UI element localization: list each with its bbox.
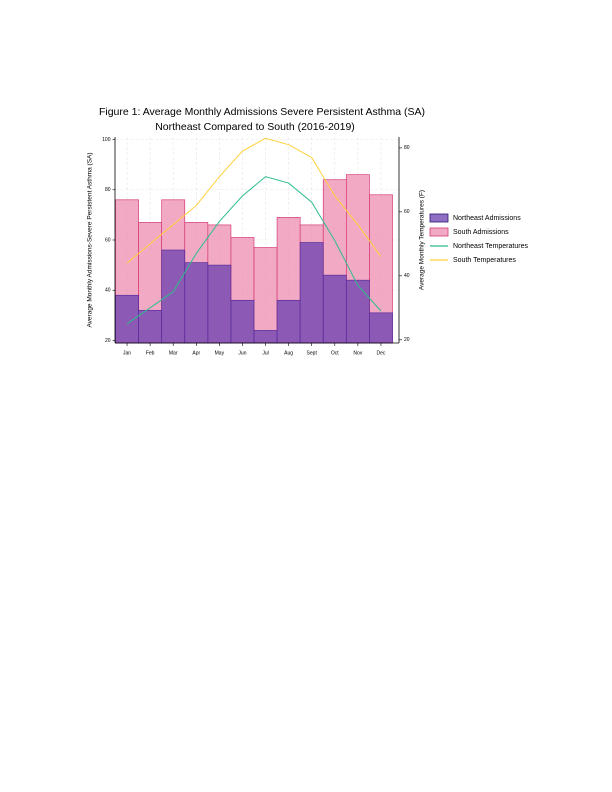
legend-label: South Temperatures: [453, 257, 516, 264]
legend-swatch: [429, 213, 449, 223]
y2-tick-label: 20: [404, 337, 410, 343]
y-tick-label: 40: [105, 288, 111, 294]
y-tick-label: 20: [105, 338, 111, 344]
bar: [138, 309, 163, 344]
bar: [276, 299, 301, 344]
bar: [115, 294, 139, 344]
x-tick-label: Sept: [307, 350, 318, 356]
bar: [207, 264, 232, 344]
y2-tick-label: 40: [404, 273, 410, 279]
chart-title: Figure 1: Average Monthly Admissions Sev…: [99, 106, 425, 118]
y2-tick-label: 60: [404, 209, 410, 215]
bar: [253, 330, 278, 344]
y-tick-label: 100: [102, 137, 111, 143]
bar: [369, 312, 393, 344]
y-axis-label: Average Monthly Admissions-Severe Persis…: [87, 152, 94, 327]
bar: [161, 249, 186, 344]
y2-axis-label: Average Monthly Temperatures (F): [419, 190, 426, 290]
y2-tick-label: 80: [404, 145, 410, 151]
x-tick-label: Feb: [146, 350, 155, 356]
x-tick-label: May: [215, 350, 225, 356]
legend-label: Northeast Temperatures: [453, 243, 528, 250]
line: [126, 137, 382, 264]
legend-label: Northeast Admissions: [453, 215, 521, 222]
chart-subtitle: Northeast Compared to South (2016-2019): [155, 121, 355, 133]
x-tick-label: Dec: [377, 350, 386, 356]
x-tick-label: Apr: [192, 350, 200, 356]
bar: [322, 274, 347, 344]
y-tick-label: 80: [105, 187, 111, 193]
legend-swatch: [429, 227, 449, 237]
bar: [184, 262, 209, 344]
bar: [230, 299, 255, 344]
bar: [253, 247, 278, 344]
bar: [299, 242, 324, 344]
y-tick-label: 60: [105, 237, 111, 243]
x-tick-label: Jan: [123, 350, 131, 356]
x-tick-label: Jul: [262, 350, 268, 356]
bar: [345, 279, 370, 344]
legend-label: South Admissions: [453, 229, 509, 236]
x-tick-label: Jun: [238, 350, 246, 356]
x-tick-label: Oct: [331, 350, 339, 356]
x-tick-label: Nov: [353, 350, 362, 356]
line: [126, 176, 382, 325]
x-tick-label: Mar: [169, 350, 178, 356]
x-tick-label: Aug: [284, 350, 293, 356]
